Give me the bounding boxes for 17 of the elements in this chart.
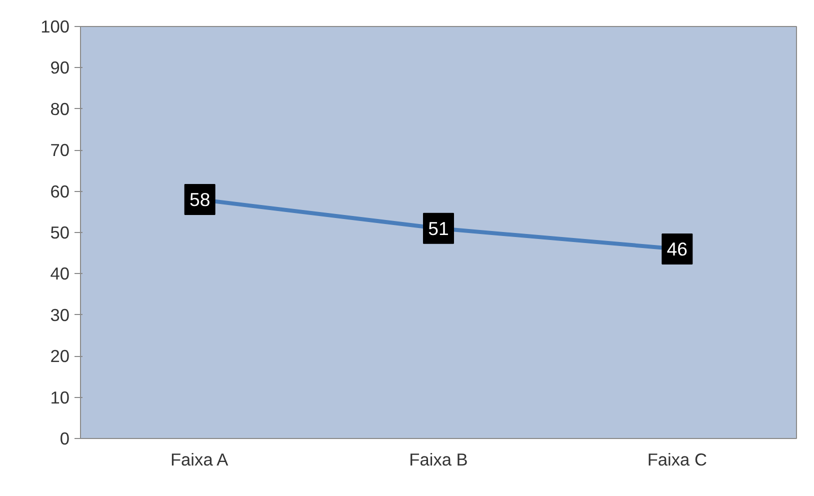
y-tick-label: 50 — [50, 222, 70, 242]
data-label: 58 — [189, 189, 210, 210]
data-label: 46 — [666, 238, 688, 260]
y-tick-label: 30 — [50, 304, 70, 325]
x-tick-label: Faixa C — [647, 450, 708, 470]
y-tick-label: 10 — [50, 387, 70, 408]
y-tick-label: 90 — [50, 58, 70, 78]
y-tick-label: 20 — [50, 346, 70, 366]
x-tick-label: Faixa A — [170, 450, 229, 470]
y-tick-label: 60 — [50, 181, 70, 202]
data-label: 51 — [428, 218, 449, 239]
y-tick-label: 80 — [50, 98, 70, 119]
y-tick-label: 100 — [40, 16, 70, 36]
y-tick-label: 0 — [60, 428, 70, 448]
y-tick-label: 70 — [50, 140, 70, 160]
y-tick-label: 40 — [50, 264, 70, 284]
x-tick-label: Faixa B — [409, 450, 468, 470]
